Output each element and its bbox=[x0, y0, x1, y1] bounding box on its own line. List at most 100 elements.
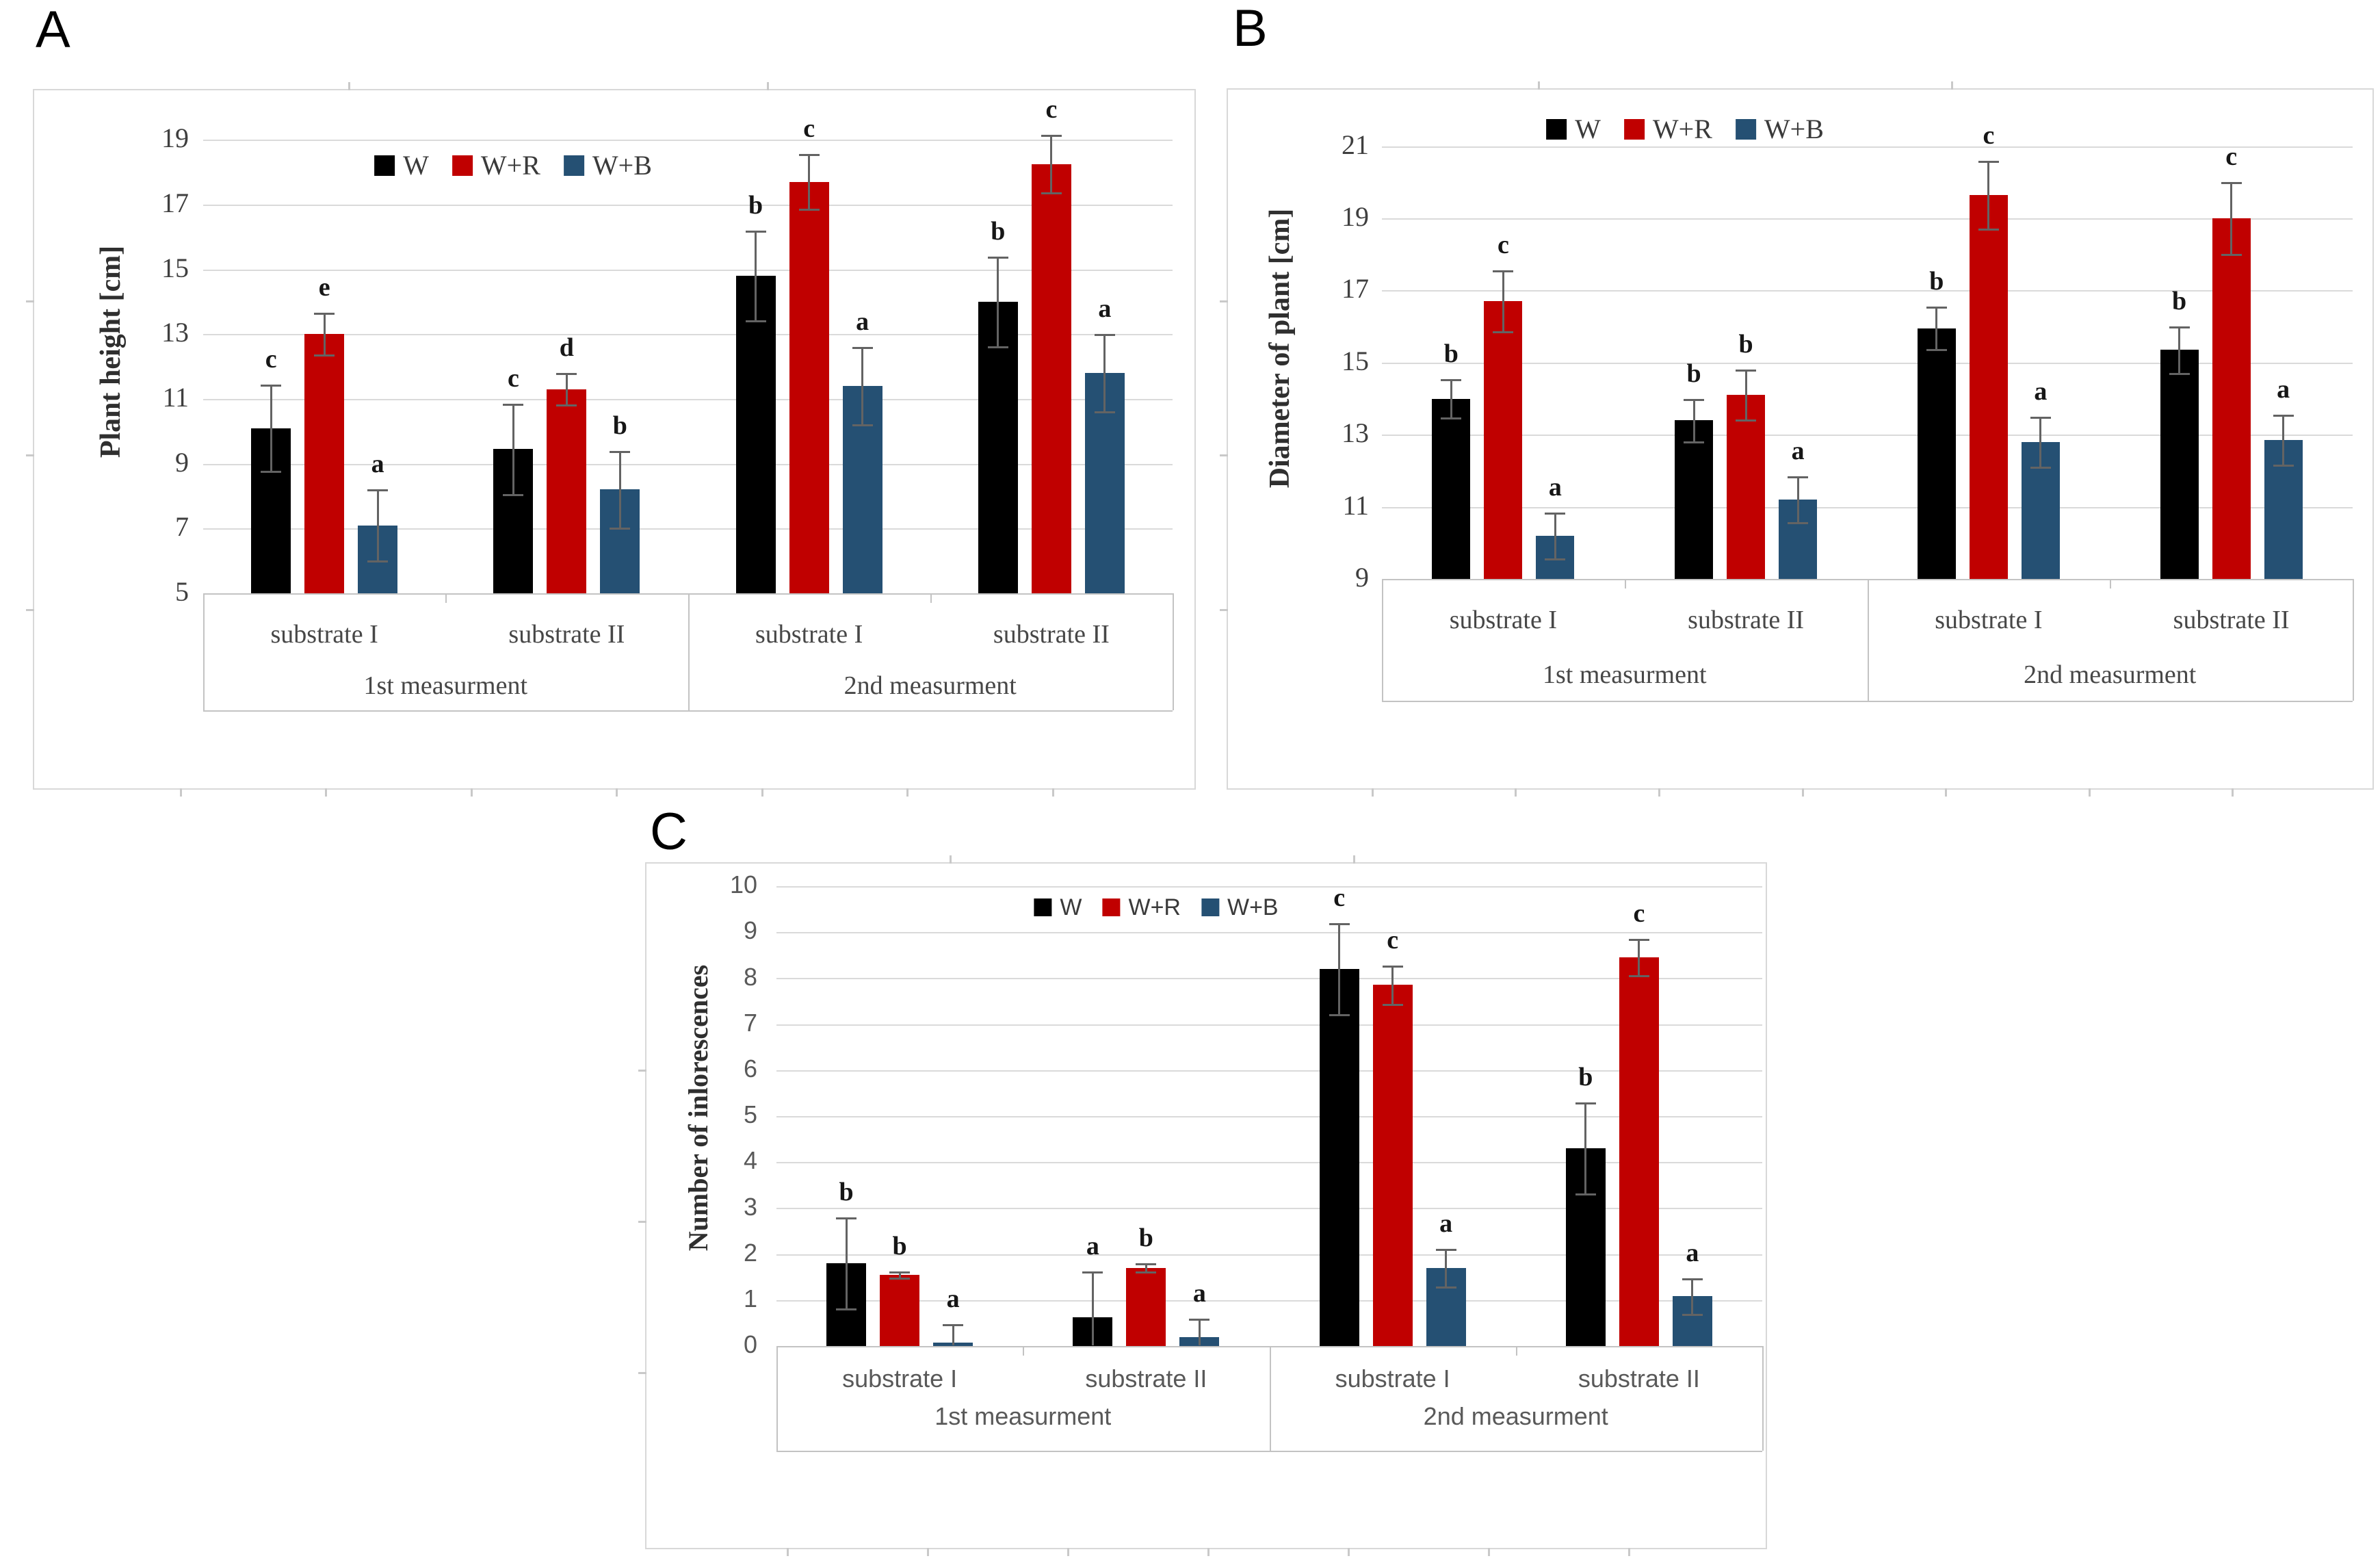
band-divider bbox=[776, 1346, 778, 1451]
error-bar-cap bbox=[1329, 1014, 1350, 1017]
error-bar-cap bbox=[1684, 441, 1705, 443]
frame-tick bbox=[638, 1371, 646, 1374]
sig-letter: a bbox=[2034, 376, 2048, 406]
category-label: substrate II bbox=[993, 620, 1110, 649]
y-tick-label: 15 bbox=[1342, 345, 1369, 376]
bar-WR-2 bbox=[1969, 194, 2008, 579]
error-bar-cap bbox=[1788, 476, 1809, 478]
error-bar-cap bbox=[745, 320, 766, 323]
legend-swatch bbox=[563, 155, 584, 176]
frame-tick bbox=[26, 300, 34, 303]
band-divider bbox=[1762, 1346, 1764, 1451]
band-divider bbox=[1867, 579, 1869, 701]
sig-letter: b bbox=[892, 1232, 907, 1261]
category-tick bbox=[1624, 579, 1626, 589]
y-tick-label: 1 bbox=[743, 1284, 757, 1312]
error-bar-cap bbox=[889, 1277, 911, 1280]
y-tick-label: 7 bbox=[175, 511, 189, 543]
error-bar-cap bbox=[745, 230, 766, 233]
panel-label-b: B bbox=[1233, 0, 1268, 57]
sig-letter: c bbox=[2225, 142, 2238, 172]
error-bar-cap bbox=[1041, 134, 1062, 137]
frame-tick bbox=[1371, 788, 1374, 797]
gridline bbox=[1382, 362, 2353, 364]
sig-letter: a bbox=[1791, 436, 1805, 465]
sig-letter: b bbox=[1578, 1062, 1593, 1091]
sig-letter: b bbox=[1443, 339, 1459, 368]
frame-tick bbox=[1945, 788, 1948, 797]
error-bar-cap bbox=[1682, 1278, 1703, 1280]
error-bar-cap bbox=[2273, 464, 2294, 467]
error-bar-cap bbox=[261, 471, 282, 474]
bar-WR-1 bbox=[1727, 395, 1766, 579]
error-bar-cap bbox=[2030, 466, 2051, 469]
gridline bbox=[203, 140, 1173, 142]
error-bar bbox=[565, 373, 568, 406]
frame-tick bbox=[616, 788, 618, 797]
legend-item: W+R bbox=[1623, 116, 1712, 143]
y-tick-label: 8 bbox=[743, 962, 757, 991]
error-bar bbox=[1744, 370, 1747, 421]
measurement-group-label: 2nd measurment bbox=[844, 671, 1017, 701]
frame-tick bbox=[1220, 454, 1228, 456]
y-axis-title: Diameter of plant [cm] bbox=[1264, 208, 1296, 489]
error-bar-cap bbox=[556, 404, 577, 407]
gridline bbox=[203, 204, 1173, 206]
frame-tick bbox=[761, 788, 763, 797]
gridline bbox=[776, 886, 1762, 888]
legend: W W+R W+B bbox=[1034, 894, 1279, 920]
sig-letter: a bbox=[856, 307, 869, 337]
error-bar bbox=[1796, 476, 1799, 523]
frame-tick bbox=[1488, 1548, 1490, 1556]
chart-a-frame: 5 7 9 11 13 15 17 19 Plant height [cm] W W+R W+B sub… bbox=[26, 82, 1196, 797]
sig-letter: b bbox=[991, 216, 1006, 246]
error-bar bbox=[2230, 182, 2233, 255]
band-bottom-line bbox=[203, 710, 1173, 712]
y-axis-title: Plant height [cm] bbox=[95, 246, 127, 458]
category-label: substrate II bbox=[1085, 1364, 1207, 1393]
gridline bbox=[1382, 146, 2353, 148]
gridline bbox=[776, 1116, 1762, 1117]
y-tick-label: 19 bbox=[161, 122, 189, 154]
sig-letter: b bbox=[1138, 1224, 1153, 1253]
error-bar-cap bbox=[503, 493, 524, 496]
legend-label: W+R bbox=[1128, 894, 1181, 920]
frame-tick bbox=[1950, 81, 1953, 90]
sig-letter: b bbox=[839, 1177, 854, 1206]
error-bar-cap bbox=[1575, 1102, 1596, 1104]
category-label: substrate I bbox=[1935, 606, 2043, 635]
legend-item: W bbox=[1034, 896, 1082, 919]
error-bar-cap bbox=[2169, 372, 2190, 375]
y-tick-label: 5 bbox=[175, 576, 189, 607]
y-tick-label: 11 bbox=[162, 381, 189, 413]
legend-item: W+B bbox=[563, 152, 652, 179]
error-bar-cap bbox=[1435, 1248, 1456, 1251]
error-bar-cap bbox=[314, 354, 335, 357]
y-tick-label: 9 bbox=[743, 916, 757, 945]
error-bar-cap bbox=[367, 560, 389, 562]
legend-label: W+B bbox=[1764, 114, 1824, 144]
measurement-group-label: 1st measurment bbox=[363, 671, 528, 701]
error-bar bbox=[1935, 307, 1938, 350]
frame-tick bbox=[1658, 788, 1660, 797]
y-tick-label: 9 bbox=[175, 446, 189, 478]
error-bar-cap bbox=[1736, 370, 1757, 372]
sig-letter: b bbox=[1929, 267, 1944, 296]
legend-item: W+R bbox=[452, 152, 540, 179]
sig-letter: a bbox=[1192, 1278, 1206, 1308]
error-bar bbox=[845, 1217, 848, 1310]
frame-tick bbox=[638, 1221, 646, 1224]
bar-WR-1 bbox=[547, 389, 587, 593]
error-bar-cap bbox=[1094, 334, 1115, 337]
sig-letter: a bbox=[1098, 294, 1112, 324]
error-bar bbox=[1391, 966, 1394, 1005]
gridline bbox=[776, 1254, 1762, 1256]
error-bar-cap bbox=[943, 1324, 964, 1327]
frame-tick bbox=[927, 1548, 929, 1556]
bar-W-3 bbox=[978, 301, 1018, 593]
gridline bbox=[203, 334, 1173, 336]
frame-tick bbox=[1220, 300, 1228, 302]
band-divider bbox=[1269, 1346, 1271, 1451]
frame-tick bbox=[325, 788, 327, 797]
error-bar bbox=[808, 154, 811, 209]
